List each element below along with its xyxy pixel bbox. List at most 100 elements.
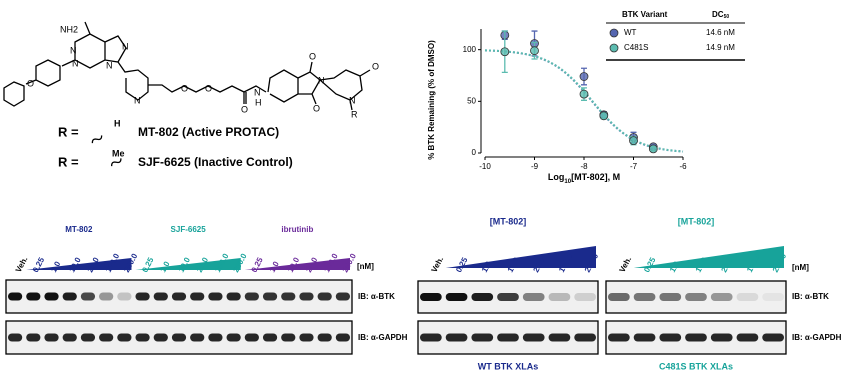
band — [445, 333, 468, 342]
band — [135, 292, 150, 301]
data-point — [530, 46, 539, 56]
band — [8, 292, 23, 301]
x-tick-label: -6 — [679, 162, 687, 171]
r-label: R = — [58, 124, 79, 139]
band — [471, 333, 494, 342]
band — [190, 333, 205, 342]
legend-label: WT — [624, 28, 637, 37]
band — [471, 293, 494, 301]
legend-dc50: 14.6 nM — [706, 28, 735, 37]
band — [736, 293, 759, 301]
panel-header: [MT-802] — [678, 216, 715, 226]
x-axis-label: Log10[MT-802], M — [548, 172, 620, 184]
band — [44, 333, 59, 342]
band — [574, 293, 596, 301]
r-group: H — [114, 118, 121, 128]
atom-label: O — [313, 103, 320, 113]
data-point — [629, 136, 638, 146]
band — [262, 292, 278, 301]
band — [226, 292, 241, 301]
band — [608, 293, 630, 301]
lane-label: 0.25 — [250, 255, 266, 273]
band — [497, 293, 519, 301]
band — [762, 333, 784, 342]
band — [190, 292, 205, 301]
band — [762, 293, 784, 301]
data-point — [648, 144, 658, 154]
lane-label: 1.0 — [158, 259, 171, 274]
band — [445, 293, 468, 301]
band — [659, 333, 682, 342]
x-tick-label: -7 — [630, 162, 638, 171]
band — [685, 293, 707, 301]
atom-label: H — [255, 97, 262, 107]
lane-label: 0.25 — [31, 255, 47, 273]
lane-label: 250.0 — [122, 252, 140, 274]
band — [208, 292, 223, 301]
dose-ramp — [26, 258, 132, 270]
band — [317, 292, 332, 301]
unit-label: [nM] — [792, 263, 809, 272]
atom-label: N — [349, 95, 356, 105]
x-tick-label: -9 — [531, 162, 539, 171]
panel-header: [MT-802] — [490, 216, 527, 226]
group-label: MT-802 — [65, 225, 93, 234]
band — [633, 293, 656, 301]
atom-label: O — [309, 51, 316, 61]
band — [548, 293, 571, 301]
band — [420, 333, 442, 342]
atom-label: O — [181, 83, 188, 93]
band — [281, 292, 296, 301]
data-point — [579, 72, 589, 81]
y-tick-label: 100 — [463, 45, 477, 54]
compound-name: MT-802 (Active PROTAC) — [138, 125, 279, 139]
legend-header: DC50 — [712, 10, 729, 20]
band — [548, 333, 571, 342]
group-label: ibrutinib — [281, 225, 313, 234]
lane-label: 0.25 — [642, 255, 658, 273]
legend-dc50: 14.9 nM — [706, 43, 735, 52]
band — [736, 333, 759, 342]
band — [710, 293, 733, 301]
y-tick-label: 0 — [472, 148, 477, 157]
band — [171, 333, 187, 342]
lane-label: Veh. — [14, 255, 30, 274]
band — [26, 292, 41, 301]
lane-label: 250.0 — [341, 252, 359, 274]
band — [171, 292, 187, 301]
atom-label: N — [122, 41, 129, 51]
x-tick-label: -10 — [479, 162, 491, 171]
band — [62, 333, 77, 342]
atom-label: N — [134, 95, 141, 105]
lane-label: Veh. — [618, 255, 634, 274]
y-axis-label: % BTK Remaining (% of DMSO) — [427, 40, 436, 160]
chemical-structure: NH2 N N N N N O O O N H O O N O O N R R … — [3, 21, 379, 169]
band — [26, 333, 41, 342]
atom-label: N — [254, 87, 261, 97]
band — [317, 333, 332, 342]
band — [522, 333, 545, 342]
r-group: Me — [112, 148, 125, 158]
band — [226, 333, 241, 342]
data-point — [599, 111, 609, 121]
band — [244, 333, 259, 342]
atom-label: R — [351, 109, 358, 119]
band — [522, 293, 545, 301]
band — [117, 292, 132, 301]
band — [135, 333, 150, 342]
lane-label: 0.25 — [140, 255, 156, 273]
band — [117, 333, 132, 342]
band — [299, 292, 314, 301]
x-tick-label: -8 — [580, 162, 588, 171]
band — [262, 333, 278, 342]
band — [8, 333, 23, 342]
r-label: R = — [58, 154, 79, 169]
band — [335, 333, 350, 342]
band — [710, 333, 733, 342]
atom-label: O — [205, 83, 212, 93]
band — [99, 292, 114, 301]
band — [420, 293, 442, 301]
band — [335, 292, 350, 301]
